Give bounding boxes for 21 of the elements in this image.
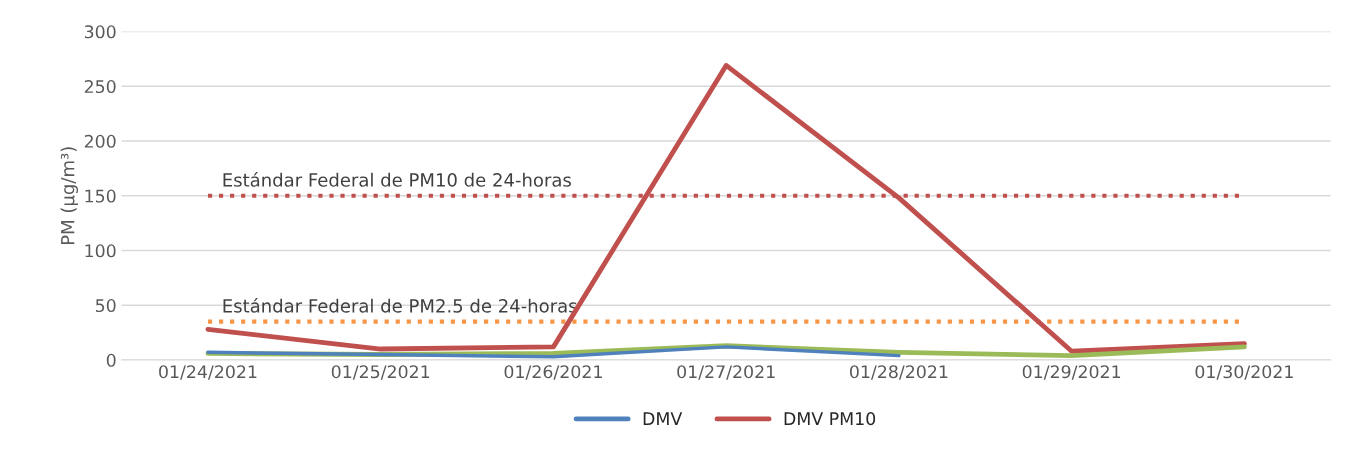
- y-tick-label: 0: [106, 353, 116, 367]
- y-tick-label: 150: [85, 189, 116, 203]
- legend-label: DMV: [643, 412, 683, 425]
- y-tick-label: 300: [84, 25, 116, 39]
- y-tick-label: 100: [85, 244, 116, 258]
- line-series: [206, 345, 901, 359]
- y-tick-label: 200: [84, 134, 116, 148]
- legend-label: DMV PM10: [784, 412, 876, 426]
- y-tick-label: 50: [95, 298, 116, 313]
- x-tick-label: 01/27/2021: [677, 365, 775, 380]
- x-tick-label: 01/25/2021: [331, 365, 430, 380]
- x-tick-label: 01/29/2021: [1022, 365, 1121, 380]
- x-tick-label: 01/28/2021: [850, 365, 948, 380]
- y-tick-label: 250: [84, 79, 116, 94]
- y-axis-title: PM (µg/m³): [60, 147, 79, 245]
- x-tick-label: 01/26/2021: [504, 365, 602, 380]
- x-tick-label: 01/24/2021: [159, 365, 257, 380]
- line-series: [205, 63, 1247, 354]
- x-tick-label: 01/30/2021: [1195, 365, 1293, 380]
- ref-line-label: Estándar Federal de PM10 de 24-horas: [223, 172, 571, 187]
- ref-line-label: Estándar Federal de PM2.5 de 24-horas: [223, 298, 577, 313]
